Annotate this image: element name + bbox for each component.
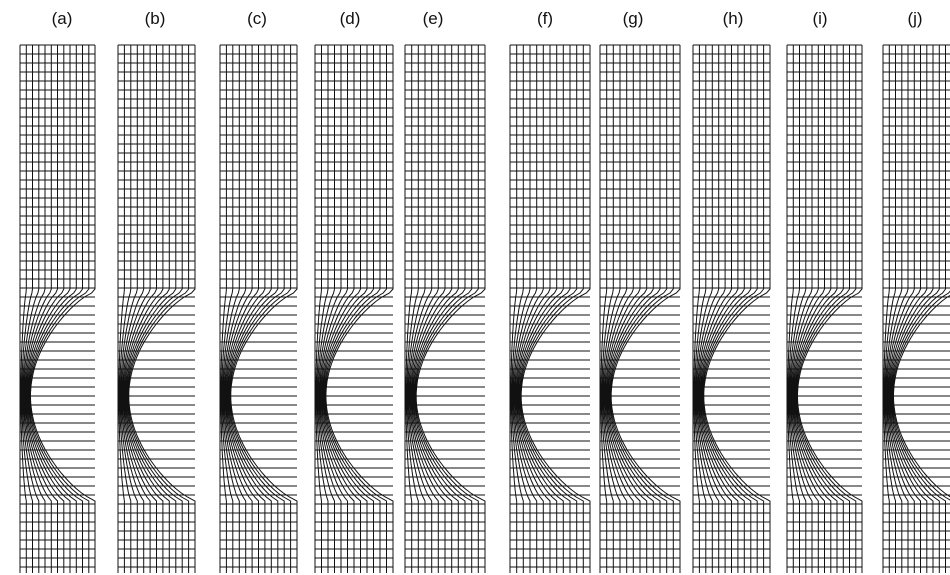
panel-label: (a) [52,9,73,28]
panel-label: (h) [723,9,744,28]
mesh [600,45,680,573]
mesh [693,45,770,573]
mesh [405,45,485,573]
mesh [787,45,862,573]
figure: (a) (b) (c) (d) (e) (f) (g) (h) (i) (j) [0,0,950,575]
mesh [510,45,590,573]
mesh [315,45,393,573]
page: (a)(b)(c)(d)(e)(f)(g)(h)(i)(j) (() => { … [0,0,950,575]
panel-label: (g) [623,9,644,28]
mesh [118,45,195,573]
panel-label: (e) [423,9,444,28]
mesh [883,45,950,573]
panel-label: (b) [145,9,166,28]
panel-label: (f) [537,9,553,28]
mesh [220,45,297,573]
panel-label: (i) [812,9,827,28]
mesh [20,45,95,573]
panel-label: (j) [907,9,922,28]
panel-label: (c) [247,9,267,28]
panel-label: (d) [340,9,361,28]
